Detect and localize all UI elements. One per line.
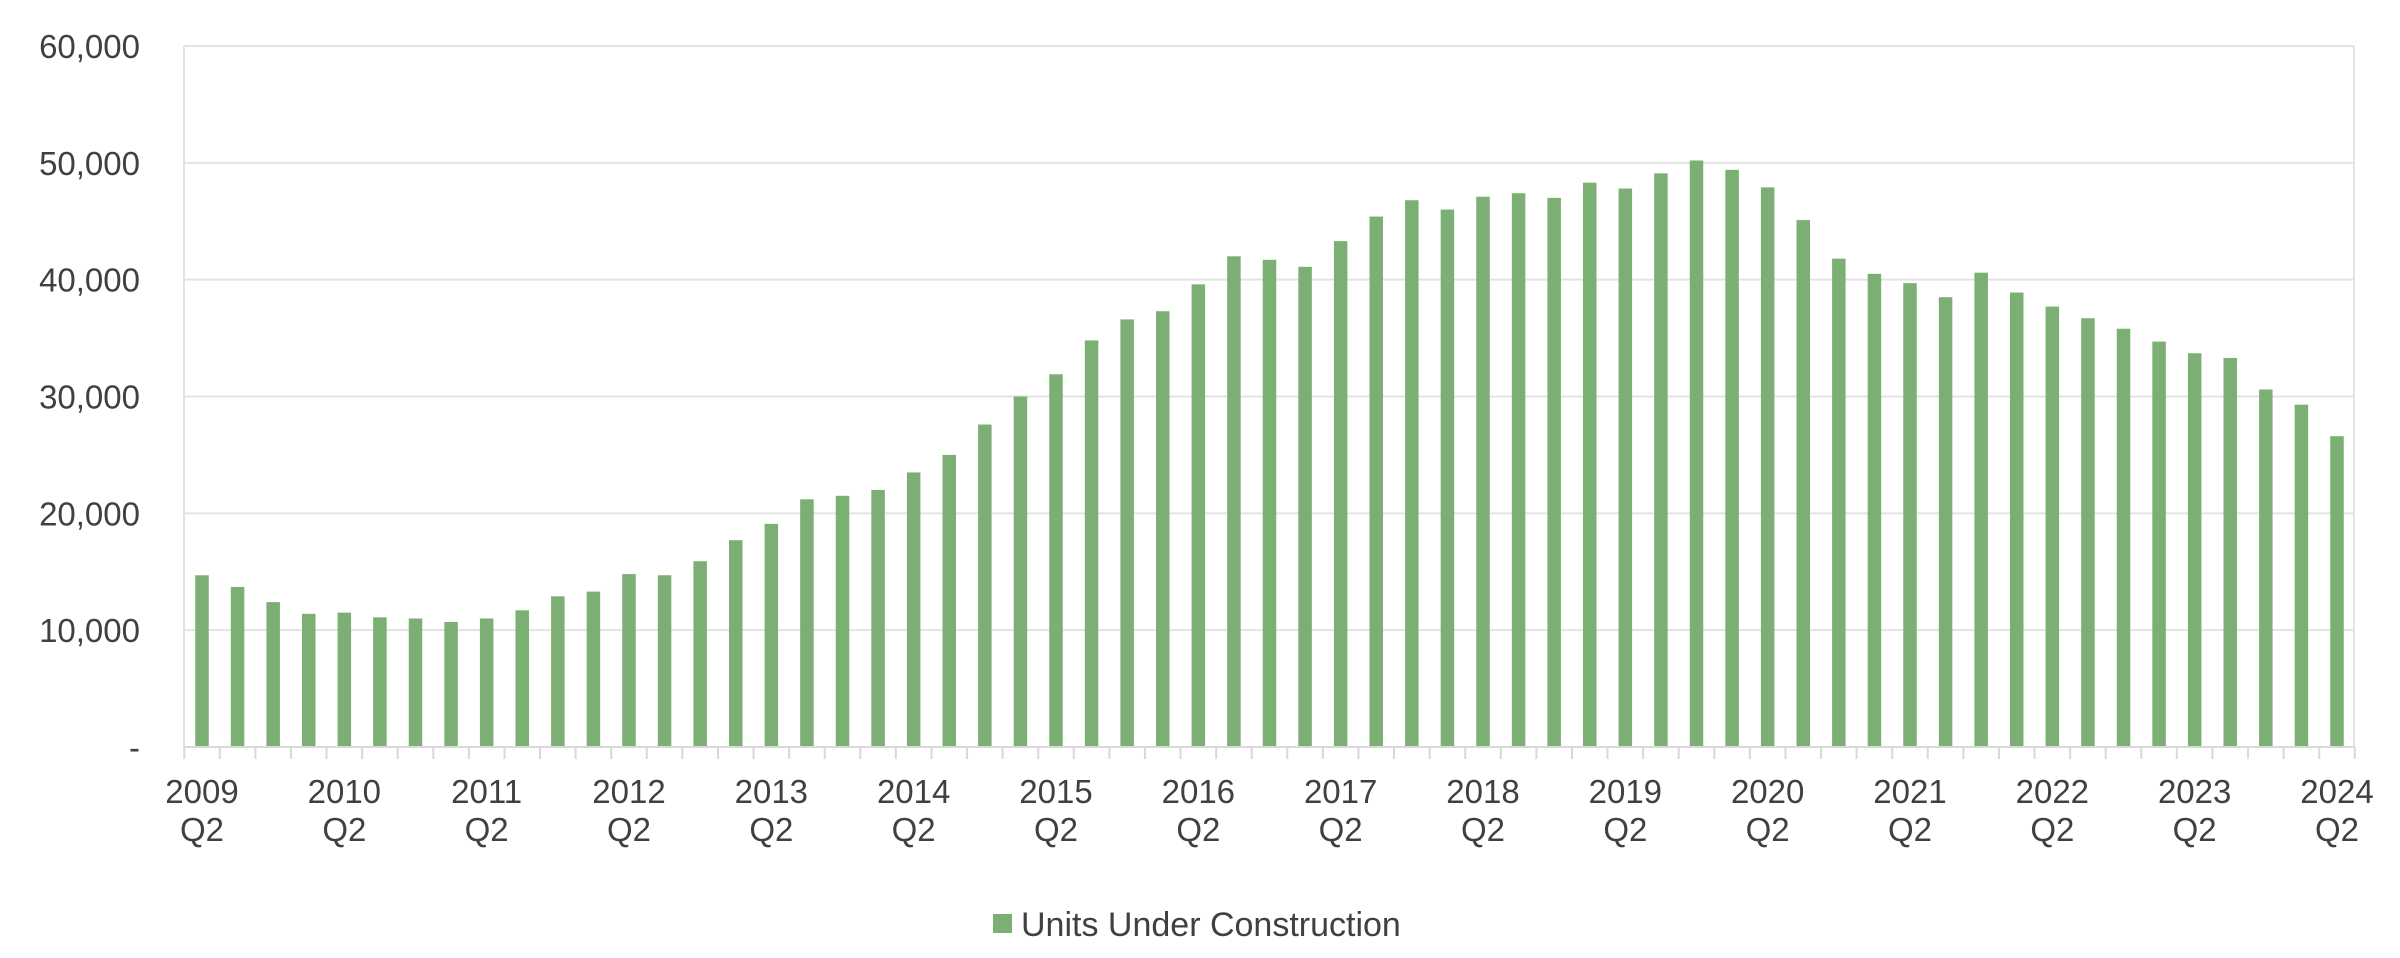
x-tick-label: 2010 Q2 xyxy=(308,773,381,848)
bar xyxy=(1796,220,1810,747)
y-tick-label: 40,000 xyxy=(39,262,140,299)
x-axis xyxy=(183,746,2356,759)
bar xyxy=(622,574,636,747)
x-tick-label: 2011 Q2 xyxy=(451,773,522,848)
x-tick-label: 2016 Q2 xyxy=(1162,773,1235,848)
bar xyxy=(586,591,601,747)
bar xyxy=(2187,353,2202,747)
bar xyxy=(942,454,956,747)
bar xyxy=(2116,328,2131,747)
bar xyxy=(871,489,885,747)
y-tick-label: 60,000 xyxy=(39,28,140,65)
x-tick-label: 2015 Q2 xyxy=(1019,773,1092,848)
x-tick-label: 2019 Q2 xyxy=(1589,773,1662,848)
y-tick-label: 10,000 xyxy=(39,612,140,649)
bar xyxy=(2010,292,2024,747)
bar xyxy=(408,618,423,747)
bar xyxy=(1725,169,1739,748)
bar xyxy=(1511,193,1526,747)
bar xyxy=(2045,306,2060,747)
bar xyxy=(1084,340,1099,747)
bar xyxy=(337,612,352,747)
bar xyxy=(1333,241,1348,747)
bar xyxy=(1120,319,1134,747)
bar xyxy=(2152,341,2166,747)
bar xyxy=(1583,182,1597,747)
bar xyxy=(764,523,779,747)
y-tick-label: - xyxy=(129,729,140,766)
bar xyxy=(1156,311,1170,747)
bar xyxy=(1903,283,1917,747)
bar xyxy=(479,618,494,747)
bar xyxy=(2330,436,2344,747)
x-tick-label: 2024 Q2 xyxy=(2300,773,2373,848)
bars xyxy=(195,160,2344,748)
bar xyxy=(515,610,529,747)
bar xyxy=(266,602,280,747)
bar xyxy=(302,613,316,747)
bar xyxy=(1547,197,1561,748)
y-axis-tick-labels: - 10,000 20,000 30,000 40,000 50,000 60,000 xyxy=(39,28,140,766)
x-tick-label: 2017 Q2 xyxy=(1304,773,1377,848)
y-tick-label: 50,000 xyxy=(39,145,140,182)
x-tick-label: 2022 Q2 xyxy=(2016,773,2089,848)
x-tick-label: 2012 Q2 xyxy=(592,773,665,848)
bar xyxy=(693,561,707,747)
x-tick-label: 2014 Q2 xyxy=(877,773,950,848)
bar xyxy=(195,575,209,747)
bar xyxy=(230,586,245,747)
legend-label-units-under-construction: Units Under Construction xyxy=(1021,906,1401,944)
x-tick-label: 2018 Q2 xyxy=(1446,773,1519,848)
bar xyxy=(1974,272,1988,747)
bar xyxy=(1369,216,1383,747)
x-tick-label: 2023 Q2 xyxy=(2158,773,2231,848)
bar xyxy=(906,472,921,747)
bar xyxy=(373,617,387,747)
bar xyxy=(1476,196,1490,748)
bar xyxy=(1013,396,1028,747)
bar xyxy=(1832,258,1846,747)
bar xyxy=(2081,318,2095,747)
bar xyxy=(551,596,565,747)
x-tick-label: 2021 Q2 xyxy=(1873,773,1946,848)
bar xyxy=(657,575,672,747)
bar xyxy=(2223,357,2237,747)
bar xyxy=(1298,266,1312,747)
x-tick-label: 2009 Q2 xyxy=(165,773,238,848)
bar xyxy=(1654,173,1668,747)
bar xyxy=(1689,160,1704,747)
x-tick-label: 2013 Q2 xyxy=(735,773,808,848)
bar xyxy=(1867,273,1882,747)
bar xyxy=(1191,284,1206,747)
legend: Units Under Construction xyxy=(993,906,1401,944)
bar xyxy=(1262,259,1277,747)
bar xyxy=(1227,256,1241,747)
bar xyxy=(1938,297,1953,747)
bar xyxy=(729,540,743,747)
bar xyxy=(2294,404,2309,747)
bar xyxy=(444,621,458,747)
bar xyxy=(835,495,850,747)
bar xyxy=(1618,188,1633,747)
bar xyxy=(978,424,992,747)
bar xyxy=(1405,200,1419,748)
x-axis-tick-labels: 2009 Q2 2010 Q2 2011 Q2 2012 Q2 2013 Q2 2014 Q2 2015… xyxy=(165,773,2373,848)
legend-swatch-units-under-construction xyxy=(993,914,1012,933)
bar xyxy=(800,499,814,747)
x-tick-label: 2020 Q2 xyxy=(1731,773,1804,848)
bar xyxy=(1049,374,1063,747)
y-tick-label: 30,000 xyxy=(39,379,140,416)
bar xyxy=(2259,389,2273,747)
bar xyxy=(1760,187,1775,747)
y-tick-label: 20,000 xyxy=(39,495,140,532)
bar xyxy=(1440,209,1455,748)
